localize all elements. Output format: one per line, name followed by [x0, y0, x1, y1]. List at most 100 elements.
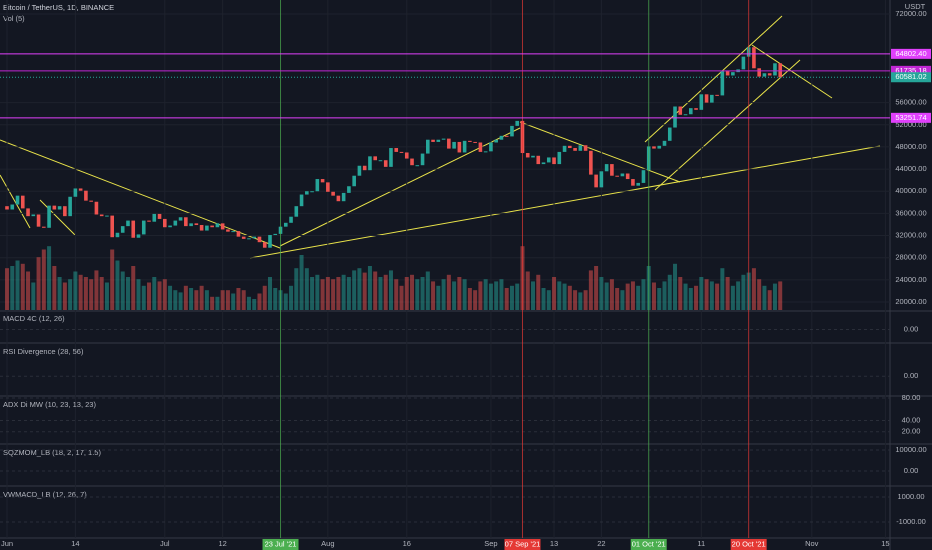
x-tick-label: Jul — [160, 539, 170, 548]
candle-body — [163, 218, 167, 228]
volume-bar — [488, 283, 493, 310]
candle-body — [394, 148, 399, 152]
candle-body — [210, 225, 214, 228]
pane-title: RSI Divergence (28, 56) — [3, 347, 84, 356]
candle-body — [725, 71, 730, 76]
volume-bar — [15, 260, 20, 310]
level-label-box — [891, 48, 931, 59]
y-tick-label: 52000.00 — [895, 120, 926, 129]
candle-body — [573, 148, 577, 151]
volume-bar — [5, 268, 9, 310]
volume-bar — [78, 274, 83, 310]
candle-body — [262, 242, 267, 248]
volume-bar — [183, 285, 188, 310]
candle-body — [189, 223, 193, 227]
volume-bar — [599, 277, 604, 310]
candle-body — [536, 155, 541, 165]
level-label: 53251.74 — [895, 113, 926, 122]
candle-body — [236, 231, 241, 237]
volume-bar — [462, 279, 467, 310]
y-tick-label: 28000.00 — [895, 253, 926, 262]
candle-body — [73, 188, 78, 197]
volume-bar — [346, 277, 351, 310]
candle-body — [562, 145, 567, 152]
y-tick-label: 24000.00 — [895, 275, 926, 284]
volume-bar — [357, 268, 362, 310]
trend-line — [249, 145, 881, 259]
volume-bar — [104, 282, 109, 310]
candle-body — [362, 165, 367, 171]
volume-bar — [446, 274, 451, 310]
volume-bar — [546, 290, 551, 310]
volume-bar — [125, 277, 130, 310]
volume-bar — [410, 274, 415, 310]
pane-title: MACD 4C (12, 26) — [3, 314, 65, 323]
candle-body — [589, 150, 593, 175]
candle-body — [694, 108, 698, 110]
x-tick-label: Nov — [805, 539, 819, 548]
candle-body — [494, 139, 498, 143]
volume-bar — [304, 268, 309, 310]
volume-bar — [178, 292, 183, 310]
candle-body — [378, 160, 383, 162]
marker-label-box — [630, 539, 667, 550]
volume-bar — [657, 288, 662, 310]
candle-body — [583, 145, 588, 151]
volume-bar — [431, 281, 436, 310]
candle-body — [94, 201, 99, 215]
candle-body — [10, 204, 15, 210]
x-tick-label: Aug — [321, 539, 334, 548]
volume-bar — [152, 277, 157, 310]
candle-body — [36, 214, 41, 227]
volume-bar — [762, 285, 767, 310]
candle-body — [336, 195, 341, 202]
candle-body — [84, 190, 88, 201]
candle-body — [426, 139, 430, 154]
candle-body — [31, 214, 36, 217]
candle-body — [652, 146, 656, 149]
volume-bar — [220, 290, 225, 310]
volume-bar — [289, 285, 294, 310]
volume-bar — [541, 288, 546, 310]
candle-body — [773, 63, 777, 76]
candle-body — [310, 191, 314, 193]
volume-bar — [620, 290, 625, 310]
volume-bar — [26, 271, 31, 310]
volume-bar — [720, 268, 725, 310]
candle-body — [294, 206, 299, 217]
volume-bar — [557, 281, 562, 310]
chart-title: Bitcoin / TetherUS, 1D, BINANCE — [3, 3, 114, 12]
volume-bar — [651, 282, 656, 310]
candle-body — [373, 156, 377, 161]
volume-bar — [515, 283, 520, 310]
candle-body — [546, 157, 551, 163]
volume-bar — [452, 281, 457, 310]
candle-body — [778, 63, 783, 78]
volume-bar — [83, 277, 88, 310]
candle-body — [578, 145, 583, 151]
candle-body — [757, 68, 761, 77]
volume-bar — [562, 283, 567, 310]
volume-bar — [583, 290, 588, 310]
pane-tick-label: -1000.00 — [896, 517, 926, 526]
volume-bar — [62, 282, 67, 310]
volume-bar — [499, 279, 504, 310]
level-label: 61735.18 — [895, 66, 926, 75]
volume-bar — [367, 266, 372, 310]
marker-label-box — [730, 539, 767, 550]
volume-bar — [315, 274, 320, 310]
volume-bar — [236, 288, 241, 310]
volume-bar — [162, 279, 167, 310]
candle-body — [662, 140, 667, 146]
volume-bar — [615, 288, 620, 310]
y-tick-label: 44000.00 — [895, 164, 926, 173]
candle-body — [657, 145, 662, 149]
candle-body — [483, 151, 488, 153]
y-tick-label: 36000.00 — [895, 208, 926, 217]
candle-body — [57, 206, 62, 210]
volume-bar — [131, 266, 136, 310]
candle-body — [604, 164, 609, 172]
y-tick-label: 48000.00 — [895, 142, 926, 151]
volume-bar — [478, 281, 483, 310]
volume-bar — [709, 281, 714, 310]
